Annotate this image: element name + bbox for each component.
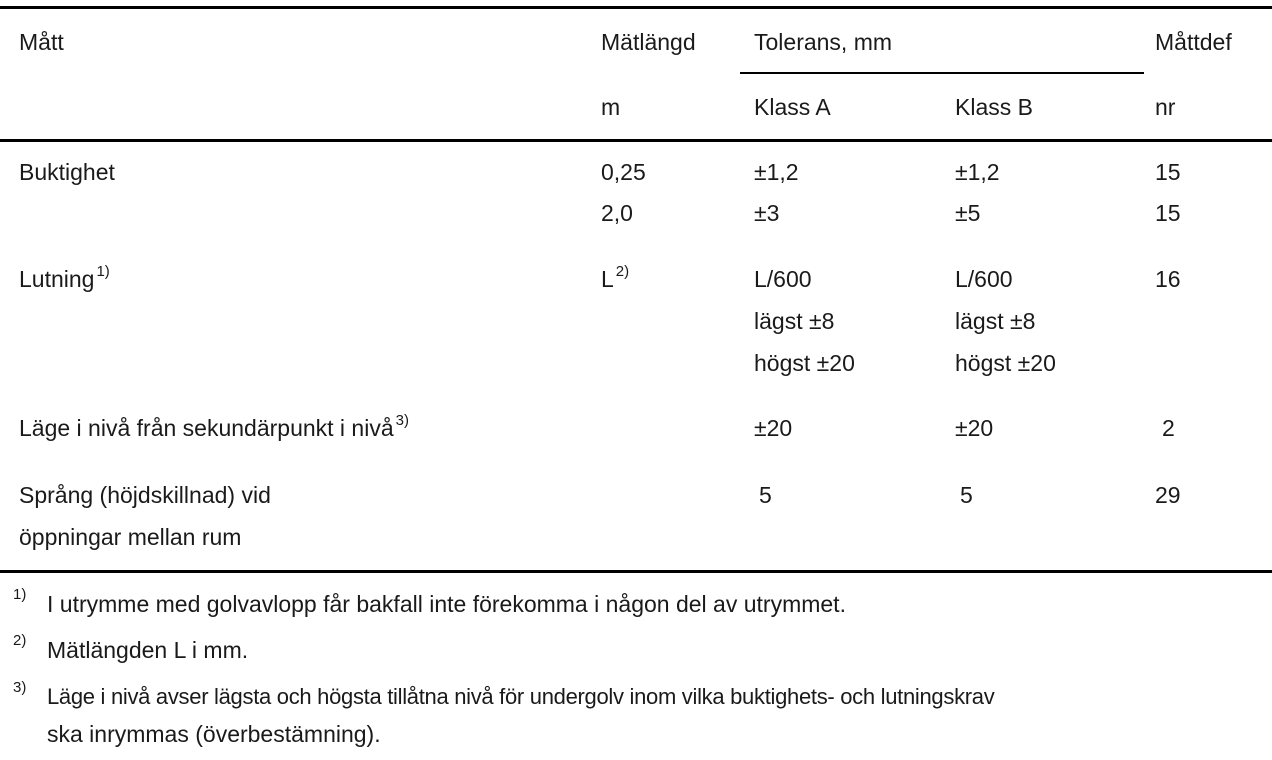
footnote-3-mark: 3) bbox=[13, 679, 27, 696]
row-buktighet-matlangd-2: 2,0 bbox=[601, 200, 633, 226]
row-sprang-mattdef: 29 bbox=[1155, 482, 1181, 508]
row-lage-label: Läge i nivå från sekundärpunkt i nivå bbox=[19, 415, 394, 441]
header-tolerans: Tolerans, mm bbox=[754, 29, 893, 55]
header-bottom-rule bbox=[0, 139, 1272, 142]
header-klass-b: Klass B bbox=[955, 94, 1033, 120]
row-lutning-klass-b-2: lägst ±8 bbox=[955, 308, 1036, 334]
row-lutning-matlangd-cell: L 2) bbox=[601, 263, 630, 297]
header-mattdef-unit: nr bbox=[1155, 94, 1176, 120]
header-mattdef: Måttdef bbox=[1155, 29, 1232, 55]
tolerans-underline bbox=[740, 72, 1144, 74]
row-lutning-label-cell: Lutning 1) bbox=[19, 263, 110, 297]
footnote-3-text-line-2: ska inrymmas (överbestämning). bbox=[47, 721, 381, 747]
footnote-1-mark: 1) bbox=[13, 586, 27, 603]
footnote-2-mark: 2) bbox=[13, 632, 27, 649]
row-buktighet-klass-a-1: ±1,2 bbox=[754, 159, 799, 185]
row-sprang-label-1: Språng (höjdskillnad) vid bbox=[19, 482, 271, 508]
row-lage-klass-b: ±20 bbox=[955, 415, 994, 441]
row-lutning-klass-a-2: lägst ±8 bbox=[754, 308, 835, 334]
header-matlangd-unit: m bbox=[601, 94, 621, 120]
row-sprang-klass-b: 5 bbox=[960, 482, 973, 508]
row-lutning-footnote-ref: 1) bbox=[96, 263, 110, 280]
row-buktighet-mattdef-2: 15 bbox=[1155, 200, 1181, 226]
row-lage-klass-a: ±20 bbox=[754, 415, 793, 441]
footnote-1-text: I utrymme med golvavlopp får bakfall int… bbox=[47, 591, 846, 617]
row-sprang-klass-a: 5 bbox=[759, 482, 772, 508]
row-lage-mattdef: 2 bbox=[1162, 415, 1175, 441]
row-buktighet-klass-b-1: ±1,2 bbox=[955, 159, 1000, 185]
footnote-3-text-line-1: Läge i nivå avser lägsta och högsta till… bbox=[47, 684, 995, 709]
header-matlangd: Mätlängd bbox=[601, 29, 696, 55]
row-lutning-matlangd: L bbox=[601, 266, 614, 292]
table-top-rule bbox=[0, 6, 1272, 9]
row-buktighet-matlangd-1: 0,25 bbox=[601, 159, 646, 185]
row-buktighet-klass-a-2: ±3 bbox=[754, 200, 780, 226]
row-lutning-klass-a-1: L/600 bbox=[754, 266, 812, 292]
row-buktighet-mattdef-1: 15 bbox=[1155, 159, 1181, 185]
row-lutning-klass-b-1: L/600 bbox=[955, 266, 1013, 292]
header-klass-a: Klass A bbox=[754, 94, 831, 120]
row-sprang-label-2: öppningar mellan rum bbox=[19, 524, 242, 550]
row-lutning-klass-a-3: högst ±20 bbox=[754, 350, 855, 376]
row-lutning-klass-b-3: högst ±20 bbox=[955, 350, 1056, 376]
row-lutning-label: Lutning bbox=[19, 266, 95, 292]
row-lage-label-cell: Läge i nivå från sekundärpunkt i nivå 3) bbox=[19, 412, 409, 446]
row-lutning-mattdef: 16 bbox=[1155, 266, 1181, 292]
row-lage-footnote-ref: 3) bbox=[395, 412, 409, 429]
row-buktighet-klass-b-2: ±5 bbox=[955, 200, 981, 226]
footnote-2-text: Mätlängden L i mm. bbox=[47, 637, 249, 663]
header-matt: Mått bbox=[19, 29, 64, 55]
row-lutning-matlangd-footnote-ref: 2) bbox=[615, 263, 630, 280]
table-bottom-rule bbox=[0, 570, 1272, 573]
row-buktighet-label: Buktighet bbox=[19, 159, 115, 185]
